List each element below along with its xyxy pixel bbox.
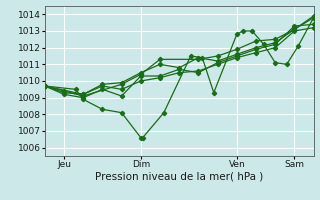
X-axis label: Pression niveau de la mer( hPa ): Pression niveau de la mer( hPa ) [95, 172, 263, 182]
